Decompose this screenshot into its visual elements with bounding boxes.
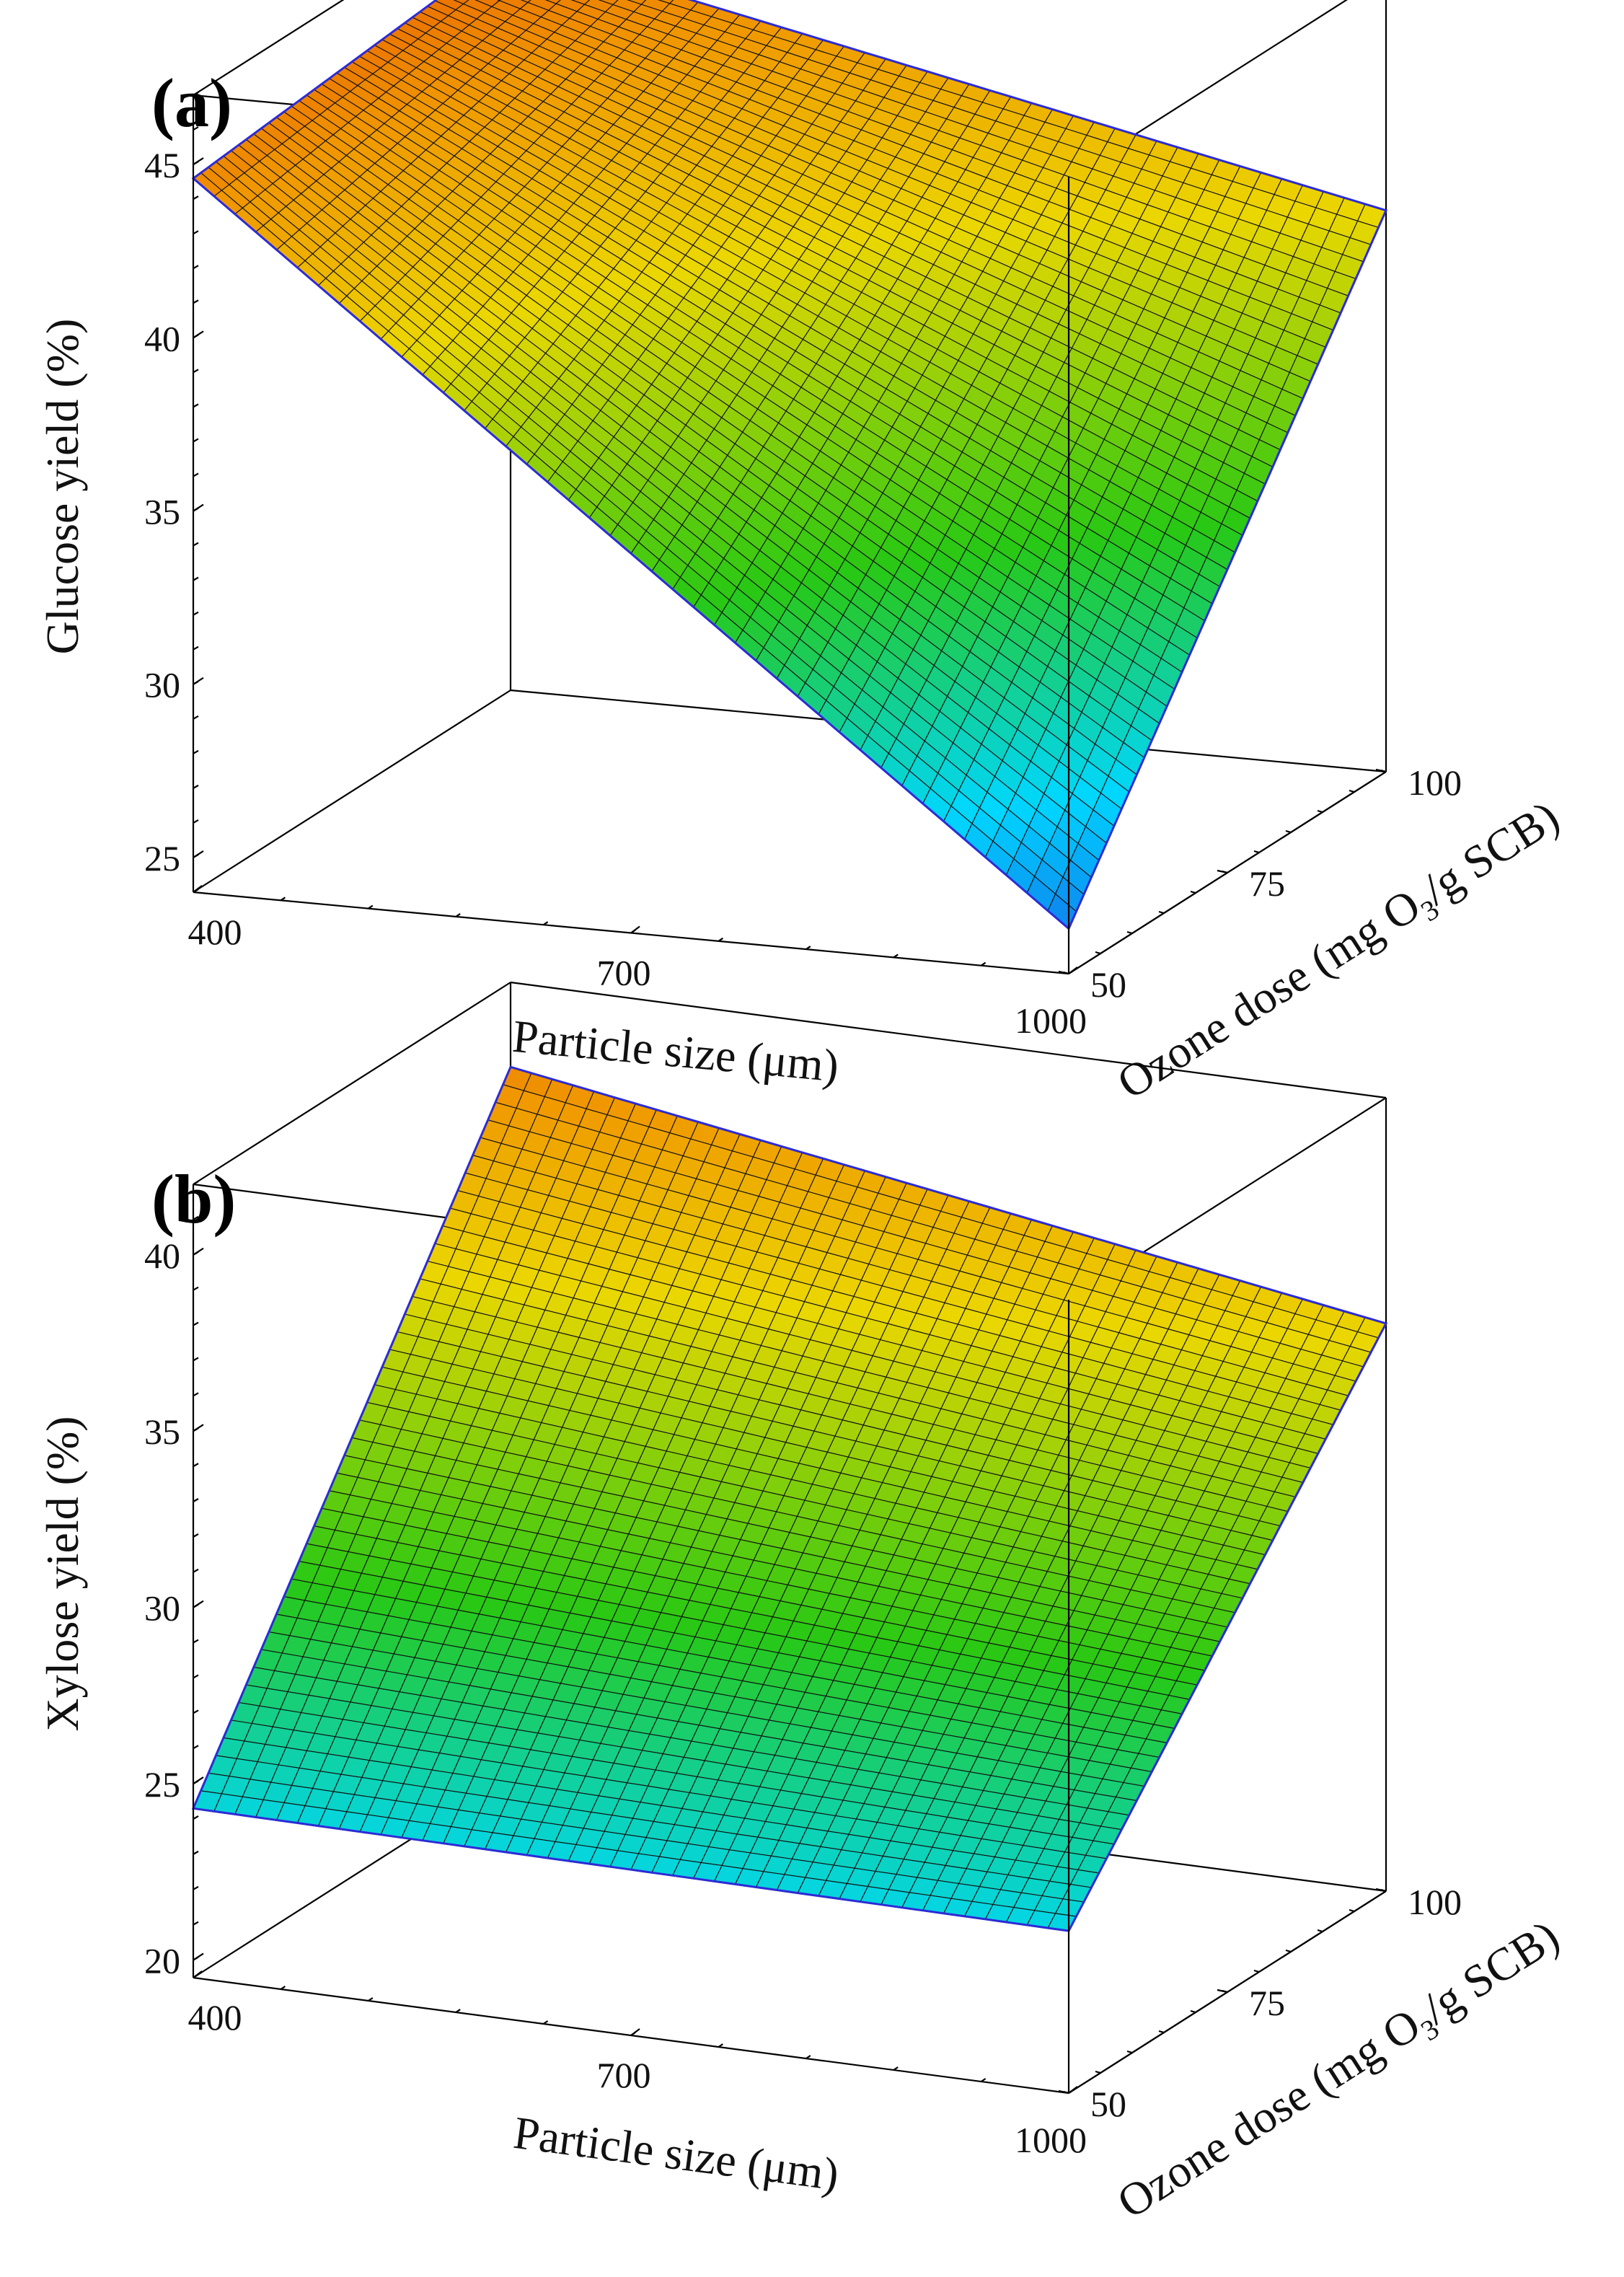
z-axis-title: Glucose yield (%) [37,319,88,655]
x-minor-tick [980,961,987,966]
y-minor-tick [1126,2050,1133,2054]
x-axis-title: Particle size (μm) [511,2107,842,2201]
x-minor-tick [455,912,461,917]
y-minor-tick [1158,2030,1165,2034]
z-tick-label: 30 [144,665,180,705]
z-minor-tick [193,507,199,512]
z-tick-label: 40 [144,318,180,358]
z-minor-tick [193,819,199,824]
y-minor-tick [1285,1949,1292,1953]
x-axis-title: Particle size (μm) [511,1010,841,1092]
surface-mesh [191,1065,1388,1932]
z-tick-label: 25 [144,1764,180,1805]
z-minor-tick [193,369,199,374]
panel-label: (a) [151,64,232,141]
z-minor-tick [193,749,199,754]
z-minor-tick [193,299,199,304]
z-minor-tick [193,126,199,131]
z-minor-tick [193,265,199,270]
z-tick-label: 40 [144,1236,180,1276]
z-minor-tick [193,784,199,789]
x-tick-label: 1000 [1015,2120,1087,2160]
y-minor-tick [1253,850,1260,854]
y-axis-title-part: Ozone dose (mg O [1108,1999,1429,2228]
z-minor-tick [193,403,199,408]
box-edge [193,0,345,96]
x-tick-label: 700 [597,2055,651,2095]
y-minor-tick [1190,890,1196,894]
x-tick-label: 400 [188,912,242,952]
y-minor-tick [1349,789,1355,793]
x-minor-tick [893,953,899,959]
y-minor-tick [1158,910,1165,915]
y-minor-tick [1285,829,1292,834]
z-minor-tick [193,542,199,547]
y-tick-label: 75 [1249,863,1285,904]
y-tick-label: 100 [1408,762,1462,803]
y-minor-tick [1317,809,1323,814]
x-minor-tick [280,897,286,902]
y-minor-tick [1095,951,1101,955]
z-minor-tick [193,854,199,858]
z-minor-tick [193,334,199,339]
box-edge [193,982,511,1185]
y-minor-tick [1317,1929,1323,1933]
x-minor-tick [1068,970,1074,974]
y-axis-title-part: /g SCB) [1413,1910,1568,2034]
z-tick-label: 25 [144,838,180,878]
y-minor-tick [1380,769,1387,773]
x-minor-tick [806,946,811,951]
x-tick-label: 700 [597,953,651,993]
x-minor-tick [630,929,636,934]
y-minor-tick [1349,1908,1355,1913]
z-minor-tick [193,715,199,720]
z-tick-label: 35 [144,1411,180,1452]
z-tick-label: 35 [144,492,180,532]
z-axis-title: Xylose yield (%) [37,1416,88,1731]
box-edge [193,690,511,893]
z-tick-label: 45 [144,145,180,185]
z-tick-label: 30 [144,1588,180,1629]
y-tick-label: 50 [1090,2084,1126,2124]
surface-outline [191,0,1388,930]
y-minor-tick [1126,930,1133,935]
panel-label: (b) [151,1160,236,1238]
z-minor-tick [193,92,199,96]
y-tick-label: 100 [1408,1882,1462,1922]
y-axis-title: Ozone dose (mg O3/g SCB) [1108,1910,1571,2234]
y-minor-tick [1253,1969,1260,1973]
y-tick-label: 50 [1090,964,1126,1005]
surface-mesh [191,0,1388,930]
x-minor-tick [718,937,724,942]
z-minor-tick [193,161,199,166]
z-minor-tick [193,680,199,685]
y-minor-tick [1095,2070,1101,2074]
z-minor-tick [193,472,199,477]
z-tick-label: 20 [144,1941,180,1981]
x-minor-tick [193,889,198,893]
axis-box-front [192,92,1387,975]
x-minor-tick [368,904,374,910]
y-minor-tick [1222,870,1228,874]
z-minor-tick [193,195,199,201]
z-minor-tick [193,646,199,651]
z-minor-tick [193,576,199,581]
y-tick-label: 75 [1249,1983,1285,2023]
y-axis-title-part: Ozone dose (mg O [1108,879,1429,1109]
y-minor-tick [1063,971,1069,975]
y-minor-tick [1190,2009,1196,2014]
x-tick-label: 400 [188,1997,242,2038]
z-minor-tick [193,438,199,443]
x-tick-label: 1000 [1015,1000,1087,1041]
z-minor-tick [193,611,199,616]
z-minor-tick [193,230,199,235]
x-minor-tick [542,921,549,926]
box-edge [510,981,1387,1099]
y-axis-title: Ozone dose (mg O3/g SCB) [1108,790,1571,1114]
y-axis-title-part: /g SCB) [1413,790,1568,915]
